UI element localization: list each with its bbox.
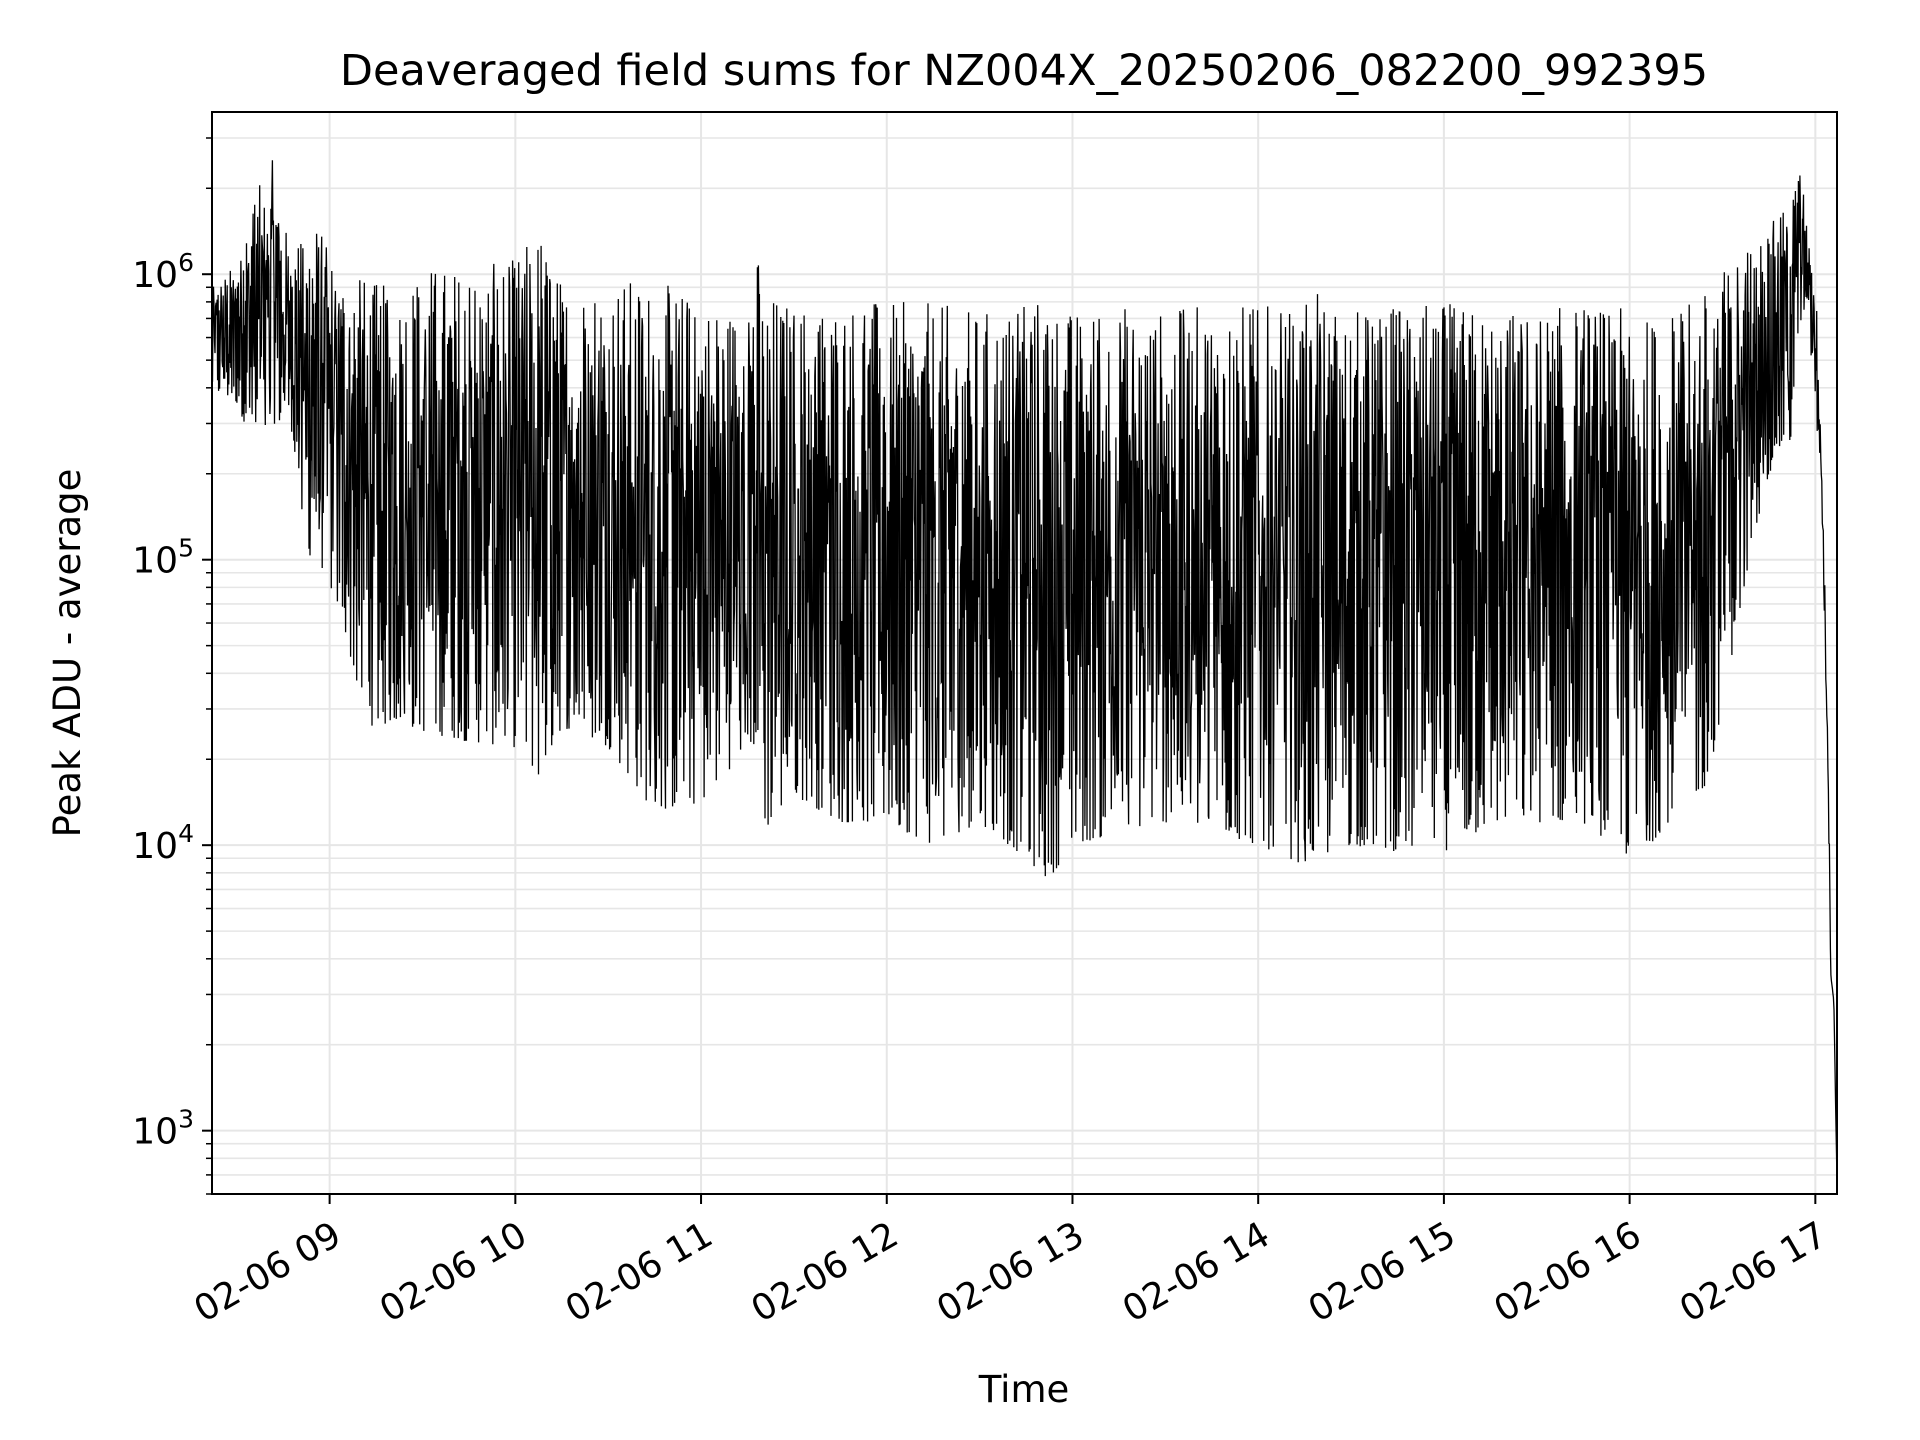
plot-area <box>212 160 1837 1186</box>
y-tick-label: 105 <box>132 534 194 582</box>
plot-frame <box>211 111 1838 1195</box>
chart-title: Deaveraged field sums for NZ004X_2025020… <box>340 46 1708 96</box>
y-axis-label: Peak ADU - average <box>46 469 89 838</box>
x-axis-label: Time <box>978 1368 1070 1411</box>
y-tick-label: 103 <box>132 1105 194 1153</box>
y-tick-label: 106 <box>132 248 194 296</box>
y-axis: 103 104 105 106 <box>132 137 212 1195</box>
series-group <box>212 160 1837 1186</box>
y-tick-label: 104 <box>132 819 194 867</box>
series-line <box>212 160 1837 1186</box>
